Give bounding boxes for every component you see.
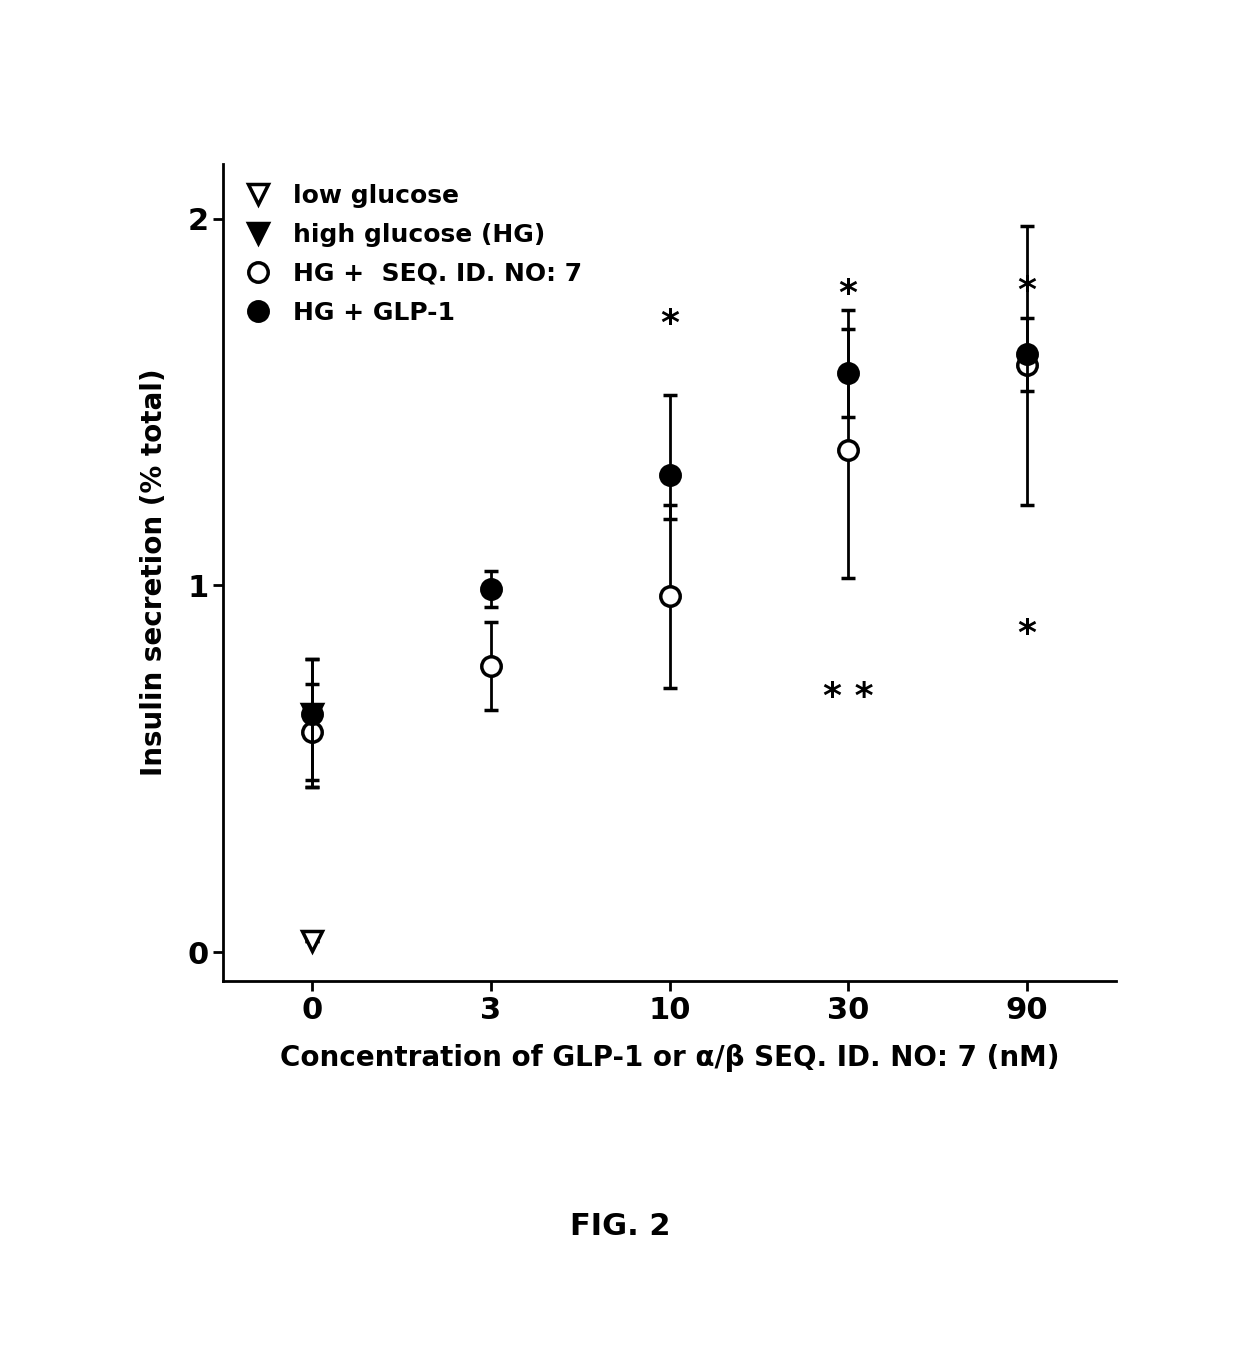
Y-axis label: Insulin secretion (% total): Insulin secretion (% total) <box>140 368 167 777</box>
Text: * *: * * <box>823 680 873 714</box>
Text: *: * <box>1017 617 1037 652</box>
Text: *: * <box>1017 274 1037 308</box>
X-axis label: Concentration of GLP-1 or α/β SEQ. ID. NO: 7 (nM): Concentration of GLP-1 or α/β SEQ. ID. N… <box>280 1044 1059 1073</box>
Text: *: * <box>838 277 858 311</box>
Text: FIG. 2: FIG. 2 <box>569 1212 671 1242</box>
Legend: low glucose, high glucose (HG), HG +  SEQ. ID. NO: 7, HG + GLP-1: low glucose, high glucose (HG), HG + SEQ… <box>236 176 590 333</box>
Text: *: * <box>660 307 680 341</box>
